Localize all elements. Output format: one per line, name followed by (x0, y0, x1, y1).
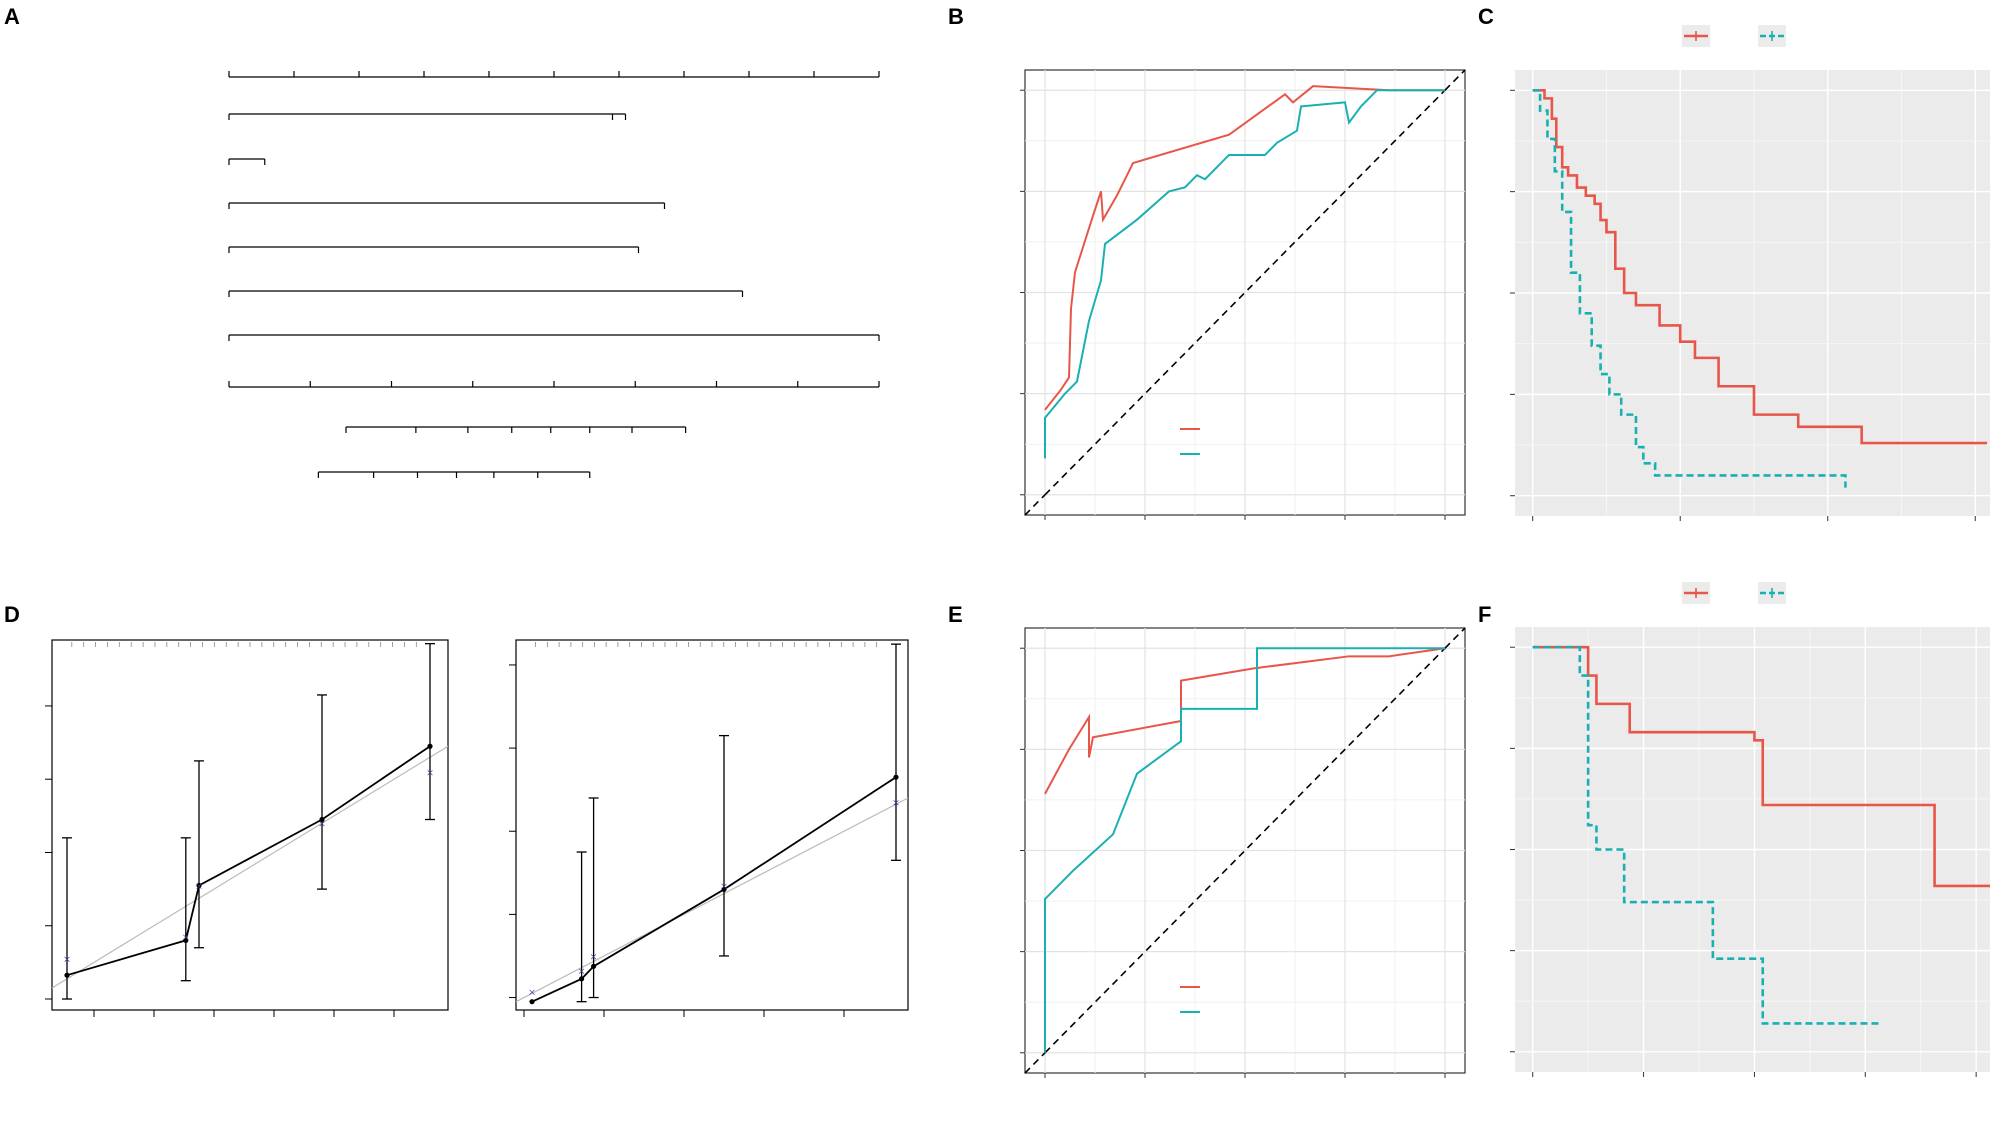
ideal-line (51, 745, 449, 989)
corrected-point: × (578, 964, 585, 979)
observed-line (66, 745, 431, 977)
corrected-point: × (318, 816, 325, 831)
survival-curve (1532, 88, 1988, 445)
observed-point (591, 963, 597, 969)
observed-point (196, 882, 202, 889)
panel-label-d: D (4, 602, 20, 627)
observed-point (64, 972, 70, 978)
panel-label-a: A (4, 4, 20, 29)
km-panel-c (1510, 25, 1990, 521)
observed-point (721, 886, 727, 893)
observed-point (529, 999, 535, 1005)
panel-label-b: B (948, 4, 964, 29)
reference-diagonal (1044, 89, 1446, 496)
nomogram-panel (228, 71, 880, 478)
roc-panel-b (1020, 69, 1466, 520)
ideal-line (515, 797, 909, 1003)
roc-panel-e (1020, 627, 1466, 1078)
corrected-point: × (63, 952, 70, 967)
corrected-point: × (426, 765, 433, 780)
corrected-point: × (892, 795, 899, 810)
corrected-point: × (720, 878, 727, 893)
reference-diagonal (1024, 1052, 1046, 1074)
roc-curve (1044, 85, 1445, 411)
plot-frame (51, 639, 449, 1011)
observed-point (579, 976, 585, 982)
observed-line (531, 776, 897, 1003)
corrected-point: × (528, 984, 535, 999)
plot-frame (515, 639, 909, 1011)
km-panel-f (1510, 582, 1990, 1077)
panel-label-e: E (948, 602, 963, 627)
observed-point (319, 816, 325, 823)
observed-point (893, 774, 899, 780)
roc-curve (1044, 89, 1445, 459)
calibration-12-month-panel: × × × × × (509, 639, 909, 1017)
panel-label-c: C (1478, 4, 1494, 29)
panel-label-f: F (1478, 602, 1491, 627)
corrected-point: × (182, 930, 189, 945)
roc-curve (1044, 647, 1445, 1053)
calibration-6-month-panel: × × × × × (45, 639, 449, 1017)
observed-point (427, 743, 433, 749)
survival-curve (1532, 645, 1882, 1025)
observed-point (183, 937, 189, 943)
corrected-point: × (195, 878, 202, 893)
reference-diagonal (1044, 647, 1446, 1054)
reference-diagonal (1444, 69, 1466, 91)
survival-curve (1532, 645, 1990, 888)
reference-diagonal (1024, 494, 1046, 516)
reference-diagonal (1444, 627, 1466, 649)
survival-curve (1532, 88, 1847, 488)
corrected-point: × (590, 949, 597, 964)
